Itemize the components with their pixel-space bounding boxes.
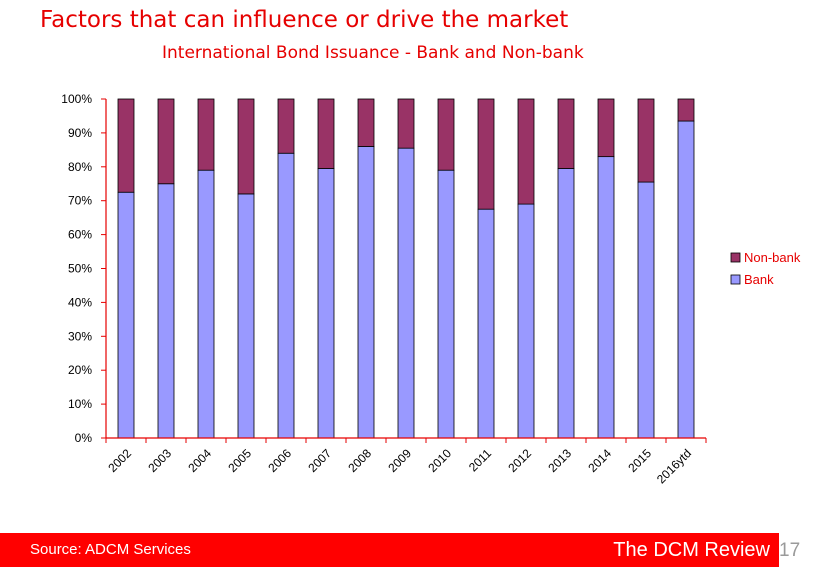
x-tick-label: 2008	[345, 446, 374, 475]
bar-non-bank-2012	[517, 98, 535, 205]
x-tick-label: 2015	[625, 446, 654, 475]
footer-brand: The DCM Review	[613, 539, 770, 561]
x-tick-label: 2012	[505, 446, 534, 475]
y-tick-label: 80%	[68, 160, 92, 174]
bar-bank-2009	[397, 147, 415, 439]
bar-bank-2015	[637, 181, 655, 439]
legend-swatch-non-bank	[730, 252, 741, 263]
legend-label-bank: Bank	[744, 272, 774, 287]
bar-bank-2006	[277, 152, 295, 439]
axes-group	[101, 98, 707, 443]
bar-bank-2004	[197, 169, 215, 439]
bar-bank-2008	[357, 146, 375, 439]
x-tick-label: 2009	[385, 446, 414, 475]
bar-bank-2002	[117, 191, 135, 439]
bar-non-bank-2014	[597, 98, 615, 158]
bar-bank-2010	[437, 169, 455, 439]
bars-group	[117, 98, 695, 439]
footer-bar: Source: ADCM Services The DCM Review	[0, 533, 779, 567]
x-tick-label: 2006	[265, 446, 294, 475]
bar-non-bank-2011	[477, 98, 495, 210]
y-tick-label: 90%	[68, 126, 92, 140]
x-tick-label: 2003	[145, 446, 174, 475]
y-tick-label: 10%	[68, 397, 92, 411]
legend-label-non-bank: Non-bank	[744, 250, 801, 265]
bar-bank-2014	[597, 156, 615, 439]
x-tick-label: 2004	[185, 446, 214, 475]
bar-non-bank-2004	[197, 98, 215, 171]
bar-bank-2016ytd	[677, 120, 695, 439]
y-tick-label: 70%	[68, 194, 92, 208]
bar-non-bank-2013	[557, 98, 575, 169]
bar-non-bank-2009	[397, 98, 415, 149]
bar-non-bank-2015	[637, 98, 655, 183]
x-tick-label: 2005	[225, 446, 254, 475]
y-tick-label: 100%	[61, 92, 92, 106]
x-tick-label: 2010	[425, 446, 454, 475]
x-tick-label: 2007	[305, 446, 334, 475]
bar-non-bank-2005	[237, 98, 255, 195]
bar-bank-2003	[157, 183, 175, 439]
y-tick-labels: 0% 10% 20% 30% 40% 50% 60% 70% 80% 90% 100%	[61, 92, 92, 445]
x-tick-label: 2011	[466, 446, 494, 474]
y-tick-label: 50%	[68, 262, 92, 276]
bar-bank-2005	[237, 193, 255, 439]
bar-non-bank-2016ytd	[677, 98, 695, 122]
bar-bank-2011	[477, 208, 495, 439]
bar-non-bank-2007	[317, 98, 335, 169]
bar-bank-2012	[517, 203, 535, 439]
bond-issuance-chart: 0%10%20%30%40%50%60%70%80%90%100% 2002 20…	[61, 92, 801, 486]
footer-source: Source: ADCM Services	[30, 541, 191, 558]
y-tick-label: 20%	[68, 363, 92, 377]
bar-non-bank-2006	[277, 98, 295, 154]
bar-non-bank-2002	[117, 98, 135, 193]
x-tick-label: 2013	[545, 446, 574, 475]
x-tick-label: 2014	[585, 446, 614, 475]
y-tick-label: 0%	[75, 431, 93, 445]
bar-non-bank-2010	[437, 98, 455, 171]
bar-non-bank-2008	[357, 98, 375, 147]
bar-non-bank-2003	[157, 98, 175, 185]
x-tick-label: 2002	[105, 446, 134, 475]
page-number: 17	[779, 540, 801, 561]
chart-title: International Bond Issuance - Bank and N…	[162, 43, 584, 63]
slide-title: Factors that can influence or drive the …	[40, 7, 569, 33]
legend: Non-bank Bank	[730, 250, 801, 287]
y-tick-label: 40%	[68, 295, 92, 309]
y-tick-label: 30%	[68, 329, 92, 343]
x-tick-label: 2016ytd	[654, 446, 694, 486]
legend-swatch-bank	[730, 274, 741, 285]
x-tick-labels: 2002 2003 2004 2005 2006 2007 2008 2009 2010 2011…	[105, 446, 694, 486]
y-tick-label: 60%	[68, 228, 92, 242]
bar-bank-2013	[557, 168, 575, 439]
bar-bank-2007	[317, 168, 335, 439]
